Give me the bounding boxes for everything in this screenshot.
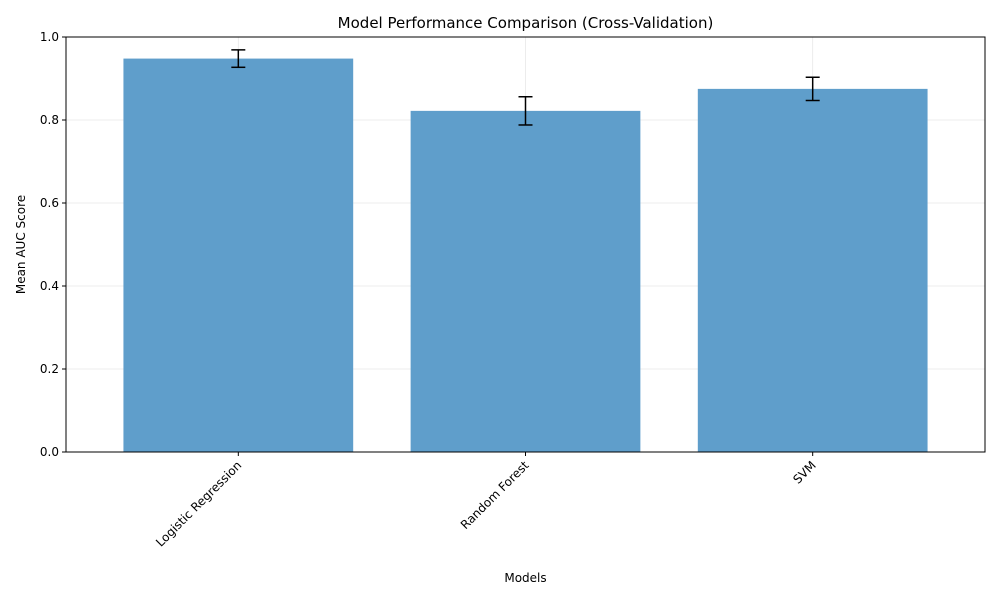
error-bars-layer — [231, 49, 820, 126]
y-tick-label: 0.0 — [40, 445, 59, 459]
bar — [410, 110, 641, 453]
chart-title: Model Performance Comparison (Cross-Vali… — [338, 14, 714, 32]
y-tick-label: 0.2 — [40, 362, 59, 376]
y-axis-label: Mean AUC Score — [14, 195, 28, 294]
x-axis-label: Models — [504, 571, 546, 585]
bar — [697, 88, 928, 452]
bars-layer — [123, 58, 928, 453]
x-tick-label: Logistic Regression — [153, 458, 244, 549]
y-tick-label: 0.6 — [40, 196, 59, 210]
y-tick-label: 1.0 — [40, 30, 59, 44]
y-tick-label: 0.4 — [40, 279, 59, 293]
bar — [123, 58, 354, 452]
x-tick-label: Random Forest — [458, 458, 532, 532]
y-tick-label: 0.8 — [40, 113, 59, 127]
x-tick-label: SVM — [790, 458, 818, 486]
